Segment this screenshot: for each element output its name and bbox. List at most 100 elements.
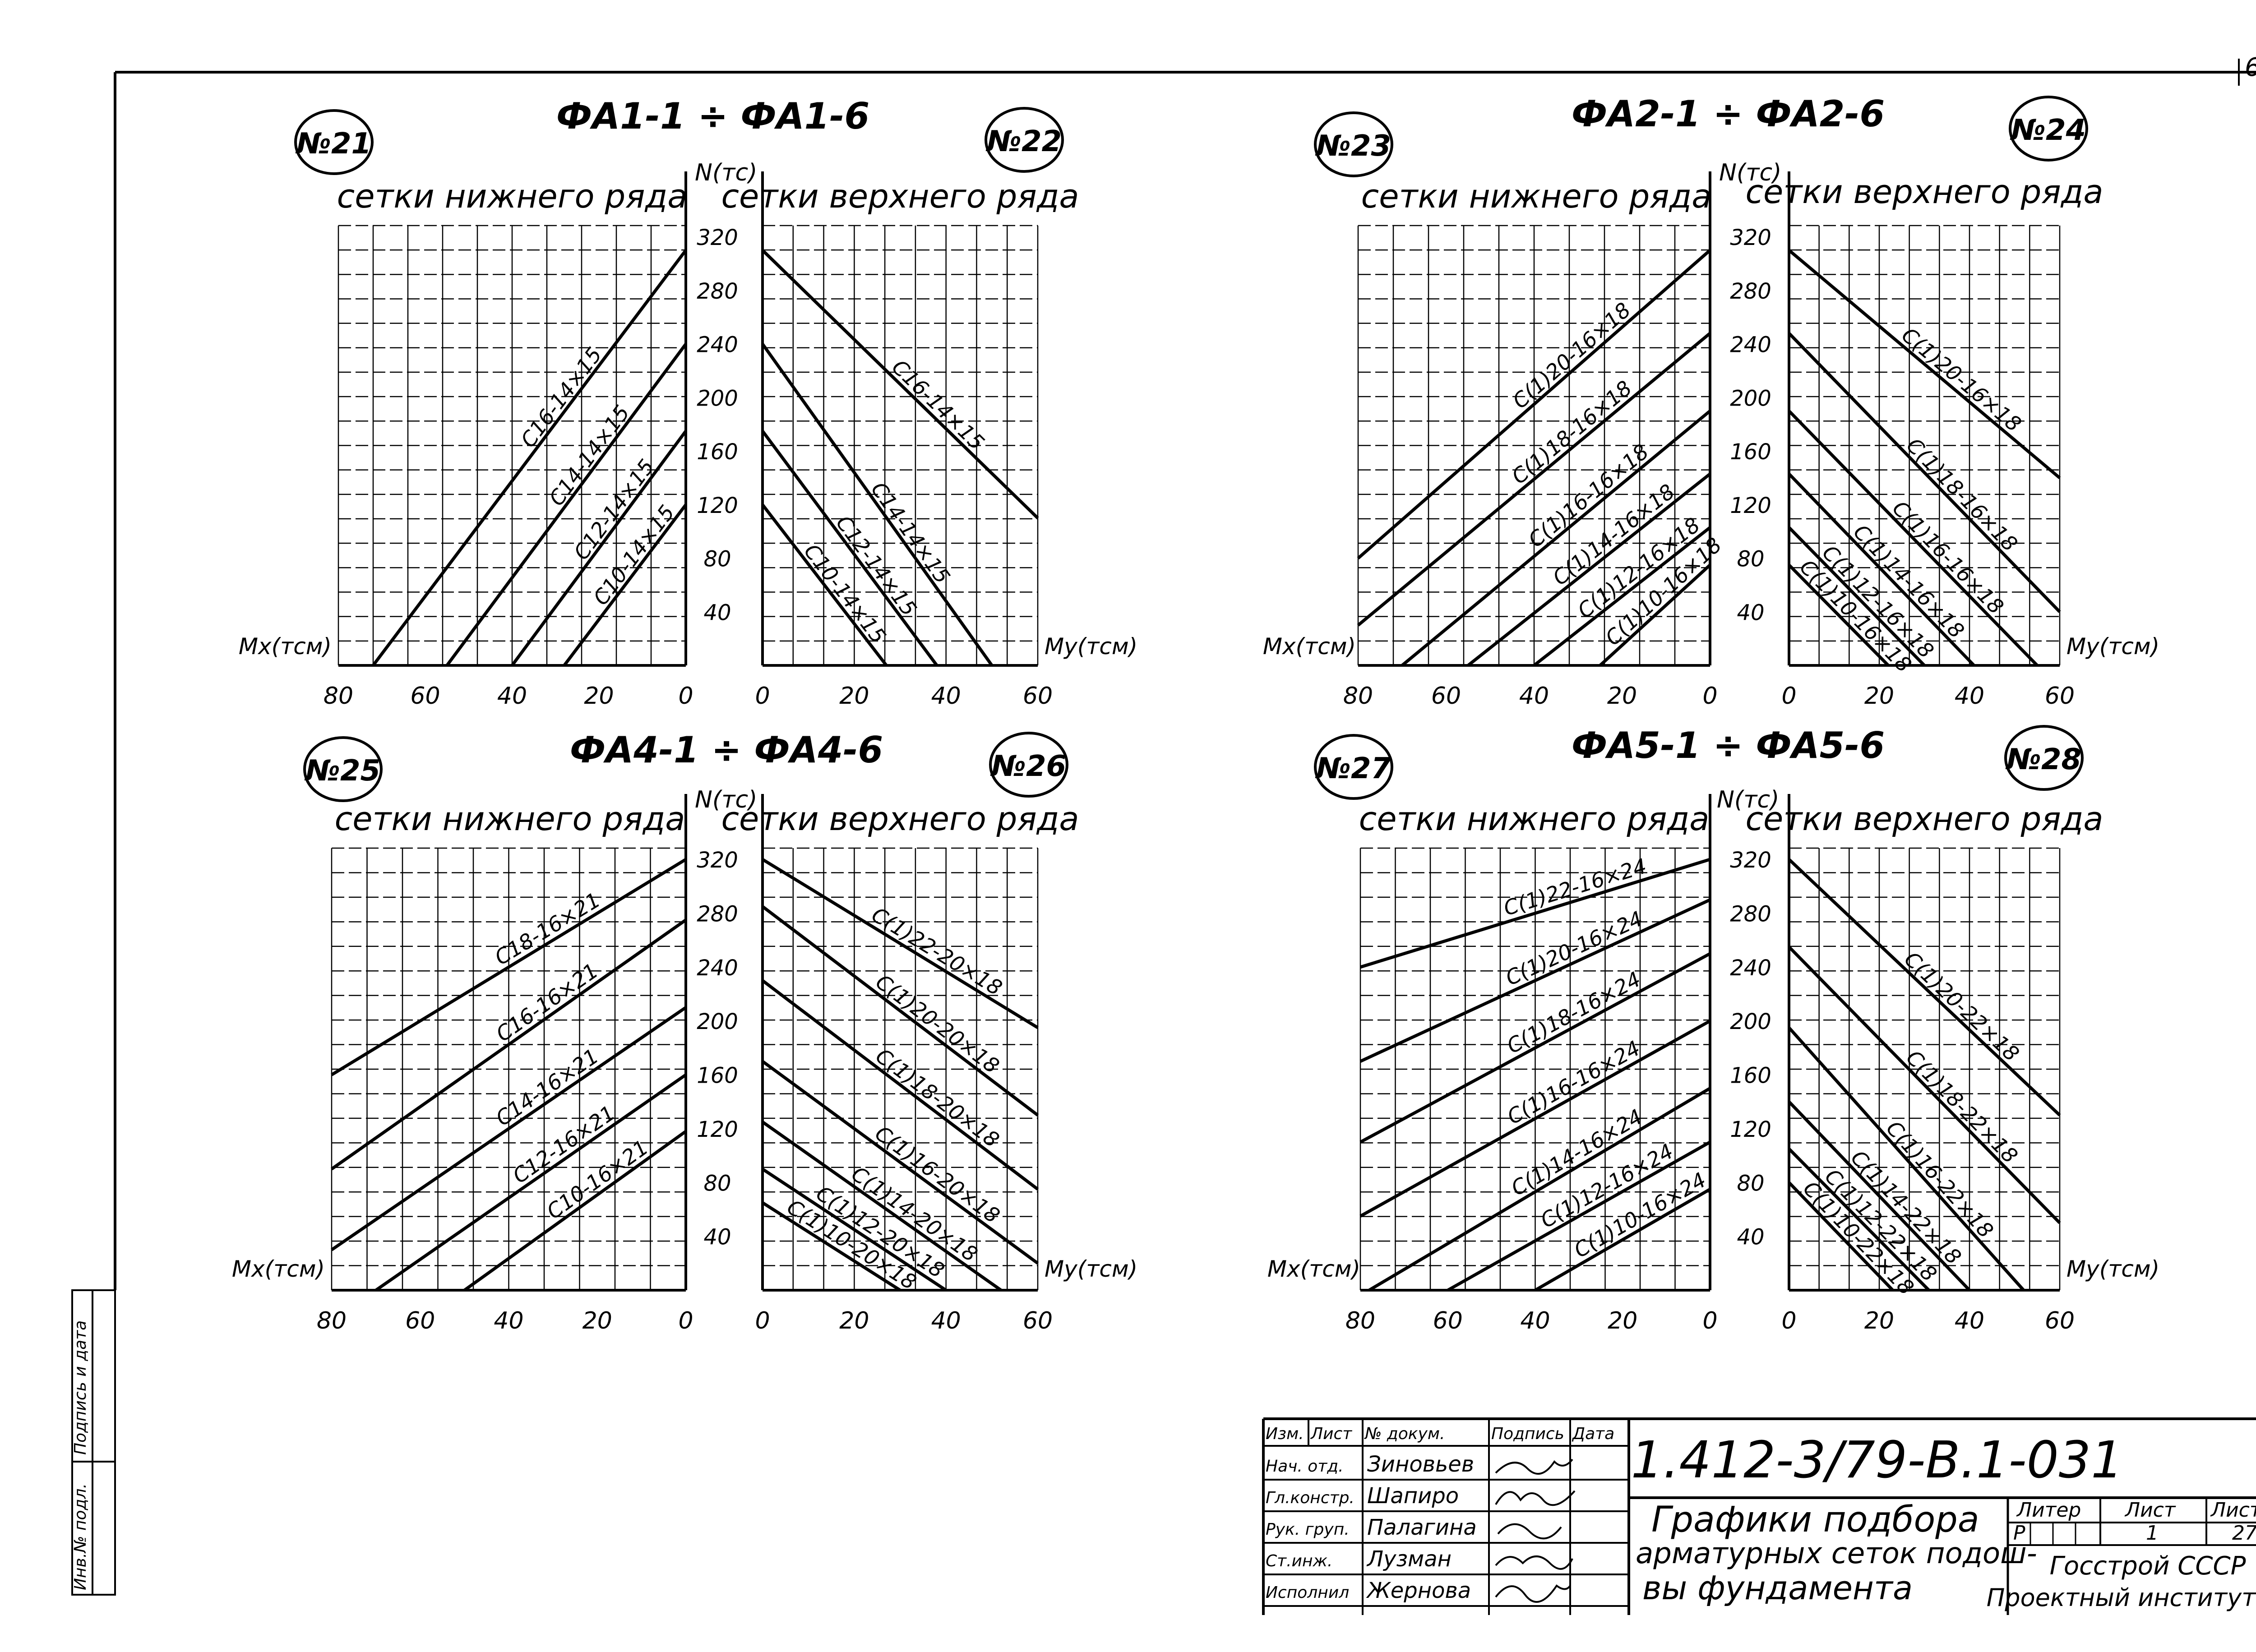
left-caption: сетки нижнего ряда [335, 800, 685, 838]
y-tick-label: 200 [1730, 1009, 1771, 1034]
x-tick-label: 60 [2045, 683, 2075, 710]
series-line [1788, 332, 2061, 613]
y-tick-labels: 320 280 240 200 160 120 80 40 [1730, 225, 1771, 625]
x-tick-label: 40 [931, 1307, 961, 1334]
x-tick-label: 0 [678, 683, 693, 710]
series-line [331, 858, 687, 1076]
series-line [1359, 898, 1711, 1063]
series-line [372, 249, 687, 667]
left-num-label: №21 [295, 127, 371, 161]
series-line [1788, 858, 2061, 1117]
y-tick-label: 320 [697, 848, 738, 873]
x-tick-label: 40 [931, 683, 961, 710]
left-num-badge: №23 [1314, 111, 1393, 177]
series-line [1467, 472, 1711, 667]
left-num-label: №27 [1315, 752, 1392, 785]
x-tick-label: 20 [839, 683, 869, 710]
left-num-badge: №25 [303, 736, 383, 802]
series-line [331, 1006, 687, 1251]
series-line [761, 905, 1039, 1117]
name-3: Палагина [1367, 1515, 1477, 1540]
y-tick-label: 40 [1737, 600, 1764, 625]
y-tick-label: 240 [1730, 955, 1771, 981]
role-2: Гл.констр. [1266, 1489, 1355, 1507]
y-tick-label: 120 [697, 493, 738, 518]
x-tick-label: 0 [1702, 1307, 1717, 1334]
series-line [1788, 1100, 1971, 1292]
y-tick-label: 240 [697, 332, 738, 358]
right-num-label: №26 [990, 750, 1066, 783]
right-x-tick-labels: 0 20 40 60 [1781, 1307, 2075, 1334]
side-stamp-signature: Подпись и дата [71, 1320, 90, 1455]
y-tick-label: 80 [703, 1171, 731, 1196]
x-tick-label: 60 [1431, 683, 1461, 710]
left-grid [337, 171, 687, 667]
right-num-badge: №24 [2009, 96, 2088, 162]
series-line [463, 1130, 687, 1292]
right-caption: сетки верхнего ряда [721, 800, 1079, 838]
y-tick-label: 120 [1730, 1117, 1771, 1142]
y-tick-label: 320 [1730, 225, 1771, 250]
right-num-label: №28 [2005, 743, 2081, 776]
sheets-value: 27 [2232, 1522, 2256, 1545]
y-tick-label: 40 [703, 1225, 731, 1250]
right-num-badge: №22 [985, 107, 1064, 173]
x-tick-label: 60 [1433, 1307, 1463, 1334]
y-tick-label: 40 [703, 600, 731, 625]
series-line [761, 1060, 1039, 1265]
chart-title: ФА5-1 ÷ ФА5-6 [1572, 724, 1885, 766]
x-tick-label: 0 [1781, 1307, 1796, 1334]
series-line [761, 249, 1039, 519]
y-tick-label: 200 [1730, 386, 1771, 411]
x-tick-label: 40 [1955, 683, 1984, 710]
role-3: Рук. груп. [1266, 1520, 1350, 1539]
left-x-axis-label: Mx(тсм) [1267, 1256, 1360, 1282]
right-x-axis-label: My(тсм) [1045, 1256, 1137, 1282]
x-tick-label: 80 [324, 683, 353, 710]
x-tick-label: 0 [678, 1307, 693, 1334]
left-x-tick-labels: 80 60 40 20 0 [324, 683, 693, 710]
sheet-description-1: Графики подбора [1651, 1500, 1979, 1540]
x-tick-label: 20 [1608, 1307, 1637, 1334]
series-line [1788, 1181, 1894, 1292]
left-caption: сетки нижнего ряда [1361, 177, 1712, 215]
y-tick-label: 280 [1730, 901, 1771, 927]
x-tick-label: 0 [755, 1307, 770, 1334]
header-doc: № докум. [1364, 1425, 1445, 1443]
y-tick-label: 240 [1730, 332, 1771, 358]
y-tick-label: 240 [697, 955, 738, 981]
x-tick-label: 20 [1607, 683, 1637, 710]
x-tick-label: 0 [1702, 683, 1717, 710]
series-line [762, 1201, 901, 1292]
org-line-1: Госстрой СССР [2050, 1551, 2246, 1581]
role-1: Нач. отд. [1266, 1457, 1344, 1476]
left-x-axis-label: Mx(тсм) [232, 1256, 325, 1282]
y-tick-labels: 320 280 240 200 160 120 80 40 [697, 848, 738, 1250]
series-line [1788, 473, 1975, 667]
y-tick-label: 200 [697, 1009, 738, 1034]
role-5: Исполнил [1266, 1583, 1349, 1602]
series-line [1533, 526, 1711, 667]
sheet-label: Лист [2124, 1499, 2176, 1522]
series-line [1599, 563, 1711, 667]
right-num-badge: №28 [2004, 725, 2084, 791]
y-tick-label: 120 [697, 1117, 738, 1142]
series-line [1788, 410, 2039, 667]
series-line [761, 503, 888, 667]
sheet-value: 1 [2146, 1522, 2159, 1545]
name-4: Лузман [1366, 1546, 1452, 1572]
header-list: Лист [1310, 1425, 1352, 1443]
series-line [1359, 1020, 1711, 1218]
series-line [563, 503, 687, 667]
x-tick-label: 0 [755, 683, 770, 710]
left-grid [1357, 171, 1711, 667]
x-tick-label: 40 [1955, 1307, 1984, 1334]
y-axis-label: N(тс) [1717, 786, 1779, 813]
x-tick-label: 20 [1864, 1307, 1894, 1334]
left-x-axis-label: Mx(тсм) [239, 633, 332, 660]
series-line [762, 858, 1039, 1029]
left-x-tick-labels: 80 60 40 20 0 [317, 1307, 693, 1334]
y-axis-label: N(тс) [695, 786, 757, 813]
y-axis-label: N(тс) [695, 159, 757, 186]
